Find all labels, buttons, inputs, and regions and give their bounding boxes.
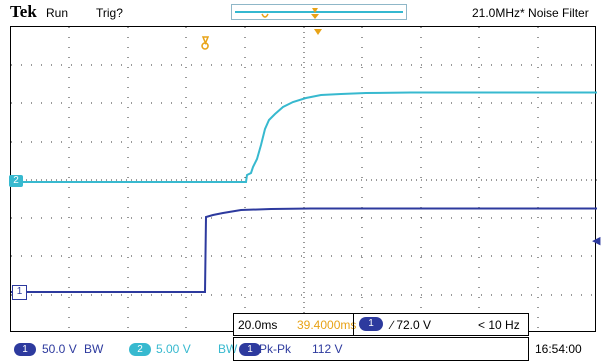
channel-readout-bar: 1 50.0 V BW 2 5.00 V BW 1 Pk-Pk 112 V 16…	[0, 336, 606, 363]
record-indicator	[231, 4, 407, 20]
ch1-bandwidth-icon: BW	[84, 342, 104, 356]
center-marker-icon	[314, 29, 322, 35]
ch2-scale[interactable]: 5.00 V	[156, 342, 191, 356]
ch1-badge[interactable]: 1	[14, 343, 36, 356]
ch2-waveform	[11, 91, 597, 183]
timebase-readout: 20.0ms 39.4000ms 1 ∕ 72.0 V < 10 Hz	[233, 313, 529, 336]
brand-logo: Tek	[10, 2, 37, 21]
record-view-marker-icon	[311, 14, 319, 19]
trigger-position-icon	[201, 36, 210, 50]
trigger-state: Trig?	[96, 6, 123, 20]
horizontal-scale[interactable]: 20.0ms	[238, 318, 278, 332]
record-line	[235, 11, 403, 13]
status-bar: Tek Run Trig? 21.0MHz* Noise Filter	[0, 0, 606, 28]
ch1-waveform	[11, 207, 597, 293]
measurement-box	[233, 337, 529, 361]
trigger-source-badge[interactable]: 1	[359, 317, 383, 331]
run-state: Run	[46, 6, 69, 20]
ch2-badge[interactable]: 2	[129, 343, 151, 356]
trigger-frequency: < 10 Hz	[478, 318, 520, 332]
trigger-slope-level[interactable]: ∕ 72.0 V	[391, 318, 432, 332]
record-trigger-marker-icon	[312, 8, 318, 13]
ch1-ground-marker[interactable]: 1	[12, 285, 27, 300]
measurement-source-badge[interactable]: 1	[239, 343, 261, 356]
measurement-type[interactable]: Pk-Pk	[259, 342, 292, 356]
noise-filter-label: 21.0MHz* Noise Filter	[472, 6, 589, 20]
ch2-bandwidth-icon: BW	[218, 342, 238, 356]
waveform-area	[11, 27, 597, 333]
measurement-value: 112 V	[312, 342, 343, 356]
clock: 16:54:00	[535, 342, 582, 356]
graticule	[10, 26, 597, 333]
record-markers	[261, 8, 319, 19]
ch1-scale[interactable]: 50.0 V	[42, 342, 77, 356]
record-cursor-icon	[261, 13, 269, 18]
ch2-ground-marker[interactable]: 2	[9, 175, 23, 187]
divider	[353, 314, 354, 335]
horizontal-position[interactable]: 39.4000ms	[297, 318, 357, 332]
trigger-level-arrow-icon[interactable]: ◀	[592, 235, 601, 247]
